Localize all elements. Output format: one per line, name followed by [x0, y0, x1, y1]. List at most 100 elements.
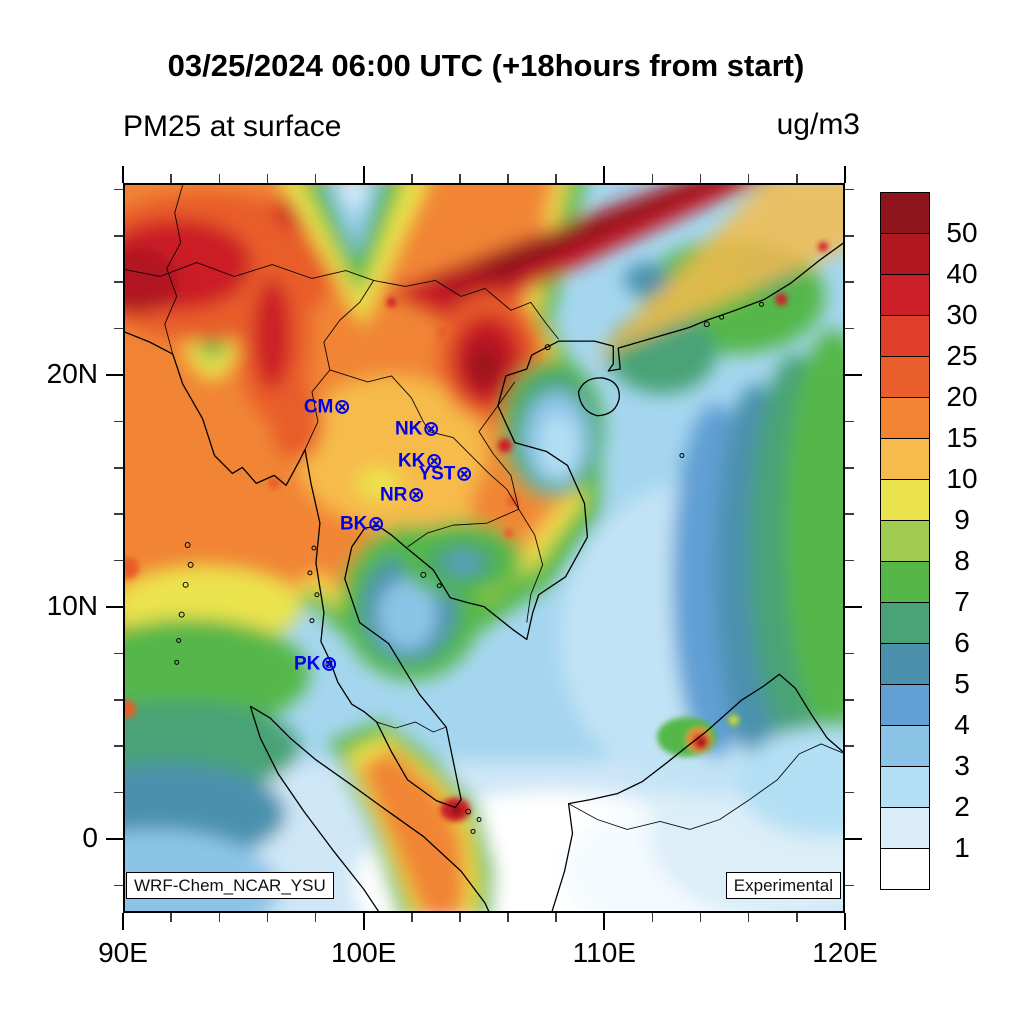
- x-tick-98: [314, 913, 317, 922]
- country-borders: [125, 185, 843, 830]
- colorbar-segment-15: [880, 807, 930, 849]
- colorbar-segment-5: [880, 397, 930, 439]
- y-tick-24: [845, 281, 854, 283]
- x-axis-label-110E: 110E: [572, 937, 636, 968]
- colorbar-segment-12: [880, 684, 930, 726]
- station-symbol-icon: ⊗: [320, 651, 338, 676]
- station-symbol-icon: ⊗: [425, 448, 443, 473]
- x-tick-104: [459, 174, 461, 183]
- x-tick-110: [603, 166, 606, 183]
- station-label: CM: [303, 396, 334, 418]
- units-label: ug/m3: [776, 108, 860, 141]
- colorbar-label-40: 40: [946, 258, 978, 289]
- colorbar-label-25: 25: [946, 340, 978, 371]
- model-label: WRF-Chem_NCAR_YSU: [134, 876, 326, 895]
- model-label-box: WRF-Chem_NCAR_YSU: [126, 872, 334, 899]
- y-tick-16: [845, 467, 854, 469]
- x-tick-104: [459, 913, 461, 922]
- plot-title: 03/25/2024 06:00 UTC (+18hours from star…: [167, 48, 805, 83]
- colorbar-segment-11: [880, 643, 930, 685]
- colorbar-label-6: 6: [954, 627, 970, 658]
- islands: [174, 301, 764, 834]
- colorbar: [880, 192, 930, 890]
- colorbar-segment-14: [880, 766, 930, 808]
- coastlines: [125, 242, 843, 911]
- colorbar-label-7: 7: [954, 586, 970, 617]
- y-tick-2: [845, 791, 854, 794]
- x-tick-92: [170, 913, 172, 922]
- status-label-box: Experimental: [725, 872, 841, 899]
- station-symbol-icon: ⊗: [333, 394, 351, 419]
- x-tick-102: [411, 913, 413, 922]
- x-tick-106: [507, 913, 509, 922]
- colorbar-segment-10: [880, 602, 930, 644]
- station-marker-pk: PK⊗: [293, 651, 338, 676]
- y-tick-12: [114, 559, 123, 562]
- x-tick-92: [170, 174, 172, 183]
- y-axis-label-10N: 10N: [46, 590, 98, 621]
- status-label: Experimental: [733, 876, 833, 895]
- x-tick-98: [314, 174, 317, 183]
- y-tick-0: [106, 838, 123, 840]
- station-symbol-icon: ⊗: [422, 416, 440, 441]
- x-axis-label-90E: 90E: [98, 937, 148, 968]
- y-tick--2: [845, 884, 854, 887]
- station-label: KK: [397, 450, 426, 472]
- y-tick--2: [114, 884, 123, 887]
- y-tick-0: [845, 838, 862, 840]
- x-tick-96: [266, 913, 269, 922]
- station-marker-nr: NR⊗: [379, 484, 425, 506]
- x-tick-114: [699, 174, 702, 183]
- y-tick-22: [845, 327, 854, 330]
- x-tick-118: [796, 913, 798, 922]
- x-tick-94: [218, 913, 221, 922]
- x-tick-102: [411, 174, 413, 183]
- colorbar-segment-1: [880, 233, 930, 275]
- x-tick-120: [844, 166, 846, 183]
- y-tick-14: [845, 513, 854, 515]
- colorbar-label-30: 30: [946, 299, 978, 330]
- y-tick-8: [845, 652, 854, 655]
- x-tick-116: [747, 174, 750, 183]
- y-tick-10: [845, 606, 862, 608]
- colorbar-label-2: 2: [954, 791, 970, 822]
- x-tick-108: [555, 913, 557, 922]
- x-tick-108: [555, 174, 557, 183]
- y-tick-16: [114, 467, 123, 469]
- colorbar-segment-13: [880, 725, 930, 767]
- station-marker-yst: YST⊗: [418, 463, 473, 484]
- y-tick-24: [114, 281, 123, 283]
- colorbar-label-10: 10: [946, 463, 978, 494]
- colorbar-label-20: 20: [946, 381, 978, 412]
- station-label: PK: [293, 653, 321, 675]
- y-tick-12: [845, 559, 854, 562]
- y-tick-10: [106, 606, 123, 608]
- x-tick-114: [699, 913, 702, 922]
- colorbar-label-50: 50: [946, 217, 978, 248]
- x-tick-112: [651, 913, 654, 922]
- y-axis-label-0: 0: [82, 822, 98, 853]
- field-label: PM25 at surface: [123, 110, 342, 143]
- y-tick-18: [114, 420, 123, 423]
- colorbar-label-1: 1: [954, 832, 970, 863]
- colorbar-segment-16: [880, 848, 930, 890]
- colorbar-segment-4: [880, 356, 930, 398]
- station-marker-cm: CM⊗: [303, 394, 351, 419]
- colorbar-segment-8: [880, 520, 930, 562]
- y-tick-14: [114, 513, 123, 515]
- x-tick-100: [362, 166, 365, 183]
- pm25-field-layers: [125, 185, 843, 911]
- colorbar-label-5: 5: [954, 668, 970, 699]
- x-tick-118: [796, 174, 798, 183]
- colorbar-label-15: 15: [946, 422, 978, 453]
- x-axis-label-100E: 100E: [330, 937, 397, 968]
- y-tick-8: [114, 652, 123, 655]
- colorbar-segment-2: [880, 274, 930, 316]
- station-label: NR: [379, 484, 408, 506]
- y-tick-26: [114, 235, 123, 237]
- y-tick-4: [114, 745, 123, 747]
- x-tick-100: [362, 913, 365, 930]
- x-tick-90: [122, 913, 124, 930]
- x-tick-110: [603, 913, 606, 930]
- hotspot-dots: [125, 241, 829, 822]
